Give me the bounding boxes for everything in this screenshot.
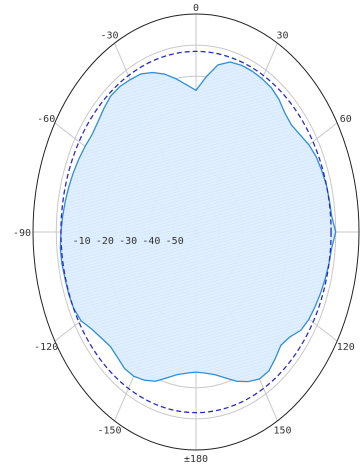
radial-tick-label: -50: [166, 236, 184, 247]
radial-tick-label: -10: [73, 236, 91, 247]
outer-boundary: [32, 13, 360, 451]
pattern-hatch: [60, 62, 336, 382]
angle-tick-label: 30: [276, 31, 288, 42]
label-layer: 0 30 60 120 150 ±180 -150 -120 -90 -60 -30 -10 -20 -3…: [13, 3, 355, 465]
angle-tick-label: 120: [337, 342, 355, 353]
data-layer: [59, 50, 337, 414]
angle-tick-label: -30: [100, 31, 118, 42]
angle-tick-label: -60: [37, 114, 55, 125]
angle-tick-label: -120: [34, 342, 58, 353]
angle-tick-label: 60: [340, 114, 352, 125]
outline-layer: [32, 13, 360, 451]
radial-tick-label: -40: [142, 236, 160, 247]
angle-tick-label: -90: [13, 228, 31, 239]
angle-tick-label: 150: [273, 426, 291, 437]
radial-tick-label: -30: [119, 236, 137, 247]
series-pattern-line: [59, 61, 337, 383]
series-reference-dashed: [60, 50, 332, 414]
radial-tick-label: -20: [96, 236, 114, 247]
angle-tick-label: 0: [193, 3, 199, 14]
angle-tick-label: ±180: [184, 454, 208, 465]
angle-tick-label: -150: [97, 426, 121, 437]
